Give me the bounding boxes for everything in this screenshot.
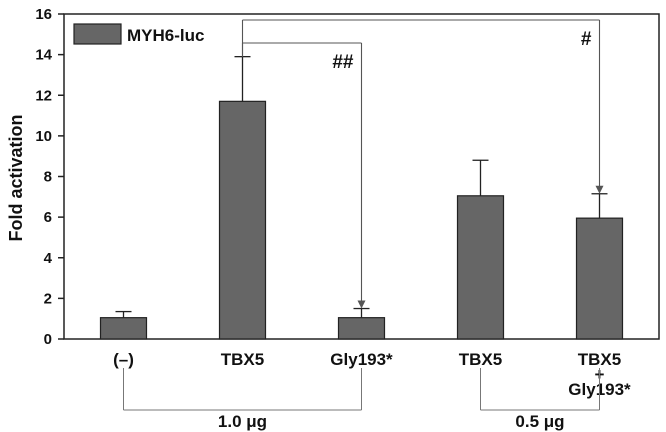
group-label: 0.5 μg <box>515 412 564 431</box>
y-tick-label: 8 <box>44 169 52 186</box>
group-label: 1.0 μg <box>218 412 267 431</box>
significance-label: ## <box>332 52 354 73</box>
y-tick-label: 6 <box>44 209 52 226</box>
bar <box>99 317 148 340</box>
y-tick-label: 12 <box>35 87 52 104</box>
legend-swatch <box>73 23 122 45</box>
y-tick-label: 16 <box>35 6 52 23</box>
y-tick-label: 4 <box>44 250 53 267</box>
bar <box>337 317 386 340</box>
legend-label: MYH6-luc <box>127 26 204 45</box>
y-tick-label: 0 <box>44 331 52 348</box>
category-label: Gly193* <box>330 350 393 369</box>
significance-arrowhead <box>595 185 604 194</box>
category-label: (–) <box>113 350 134 369</box>
y-tick-label: 2 <box>44 290 52 307</box>
category-label: TBX5 <box>578 350 621 369</box>
significance-label: # <box>581 29 592 50</box>
bar <box>575 217 624 340</box>
bar <box>456 195 505 340</box>
bar <box>218 100 267 340</box>
category-label: TBX5 <box>221 350 264 369</box>
y-tick-label: 14 <box>35 47 52 64</box>
legend: MYH6-luc <box>73 23 204 45</box>
y-axis-title: Fold activation <box>6 114 26 241</box>
significance-arrowhead <box>357 300 366 309</box>
y-tick-label: 10 <box>35 128 52 145</box>
category-label: TBX5 <box>459 350 502 369</box>
